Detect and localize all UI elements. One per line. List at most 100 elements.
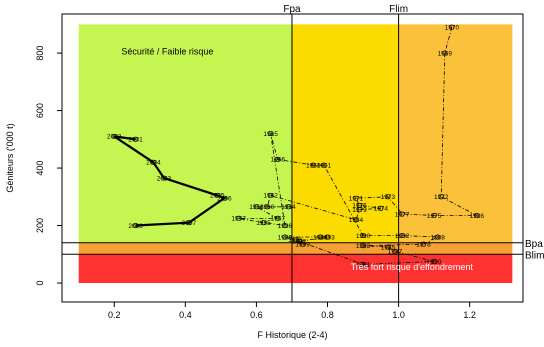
point-label-2007: 2007 (182, 220, 197, 227)
point-label-2001: 2001 (128, 137, 143, 144)
point-2007 (186, 220, 192, 226)
point-label-2008: 2008 (128, 223, 143, 230)
blim-label: Blim (525, 250, 544, 261)
point-2003 (161, 175, 167, 181)
point-label-2003: 2003 (157, 175, 172, 182)
point-2008 (133, 222, 139, 229)
point-label-1997: 1997 (231, 216, 246, 223)
point-1988 (435, 234, 441, 240)
point-label-2004: 2004 (146, 160, 161, 167)
zone-layer (78, 24, 513, 284)
y-axis-title: Géniteurs ('000 t) (5, 123, 15, 192)
point-label-1978: 1978 (416, 242, 431, 249)
x-tick-label: 1.2 (463, 310, 476, 320)
point-1999 (300, 241, 306, 247)
point-label-1974: 1974 (374, 206, 389, 213)
point-1971 (353, 195, 359, 201)
point-label-1992: 1992 (292, 239, 307, 246)
point-label-1971: 1971 (349, 196, 364, 203)
point-label-1980: 1980 (356, 233, 371, 240)
point-label-1972: 1972 (434, 194, 449, 201)
point-label-2005: 2005 (210, 193, 225, 200)
point-label-1987: 1987 (388, 249, 403, 256)
point-label-1969: 1969 (438, 50, 453, 57)
point-1997 (236, 215, 242, 221)
point-1963 (310, 162, 316, 168)
point-label-1964: 1964 (281, 204, 296, 211)
point-label-1989: 1989 (278, 234, 293, 241)
x-tick-label: 0.8 (321, 310, 334, 320)
point-2005 (214, 192, 220, 198)
point-2002 (111, 133, 117, 139)
point-label-1988: 1988 (430, 234, 445, 241)
high-risk-zone (398, 24, 513, 243)
point-label-1999: 1999 (295, 242, 310, 249)
point-1987 (392, 248, 398, 254)
flim-label: Flim (389, 4, 408, 15)
point-1977 (399, 211, 405, 217)
point-1990 (431, 258, 437, 265)
point-label-1977: 1977 (395, 211, 410, 218)
point-label-2006: 2006 (217, 196, 232, 203)
y-tick-label: 600 (35, 103, 45, 118)
point-1998 (292, 237, 299, 243)
fpa-label: Fpa (283, 4, 301, 15)
bpa-label: Bpa (525, 239, 543, 250)
y-tick-label: 800 (35, 46, 45, 61)
point-1979 (356, 207, 363, 213)
x-axis-title: F Historique (2-4) (257, 330, 327, 340)
point-label-1998: 1998 (288, 237, 303, 244)
point-1986 (474, 212, 480, 219)
point-1982 (399, 233, 405, 239)
point-label-1963: 1963 (306, 162, 321, 169)
point-1983 (360, 243, 366, 249)
point-2001 (133, 136, 139, 142)
point-label-1973: 1973 (381, 194, 396, 201)
point-label-1991: 1991 (356, 262, 371, 269)
point-1994 (317, 234, 323, 240)
point-1980 (360, 233, 366, 239)
point-1962 (268, 192, 274, 198)
point-label-1966: 1966 (271, 157, 286, 164)
point-label-1985: 1985 (381, 244, 396, 251)
point-label-1986: 1986 (470, 213, 485, 220)
point-label-1967: 1967 (271, 216, 286, 223)
point-1993 (324, 234, 331, 240)
point-1964 (285, 204, 291, 210)
point-label-1976: 1976 (352, 203, 367, 210)
point-1996 (282, 222, 288, 229)
point-label-1994: 1994 (313, 234, 328, 241)
safe-zone (78, 24, 292, 243)
point-1995 (260, 220, 267, 226)
point-label-1968: 1968 (249, 204, 264, 211)
y-tick-label: 200 (35, 218, 45, 233)
safe-zone-label: Sécurité / Faible risque (121, 47, 213, 57)
point-label-1995: 1995 (256, 220, 271, 227)
x-tick-label: 0.2 (108, 310, 121, 320)
series-2-path (113, 135, 227, 227)
point-label-1984: 1984 (349, 217, 364, 224)
point-1989 (282, 234, 288, 240)
y-tick-label: 0 (35, 281, 45, 286)
point-1965 (268, 131, 274, 137)
point-1985 (385, 244, 391, 250)
point-1974 (378, 205, 384, 211)
point-1960 (264, 204, 270, 210)
point-label-1982: 1982 (395, 233, 410, 240)
point-1970 (449, 24, 455, 30)
point-1966 (275, 156, 281, 162)
point-label-1970: 1970 (445, 25, 460, 32)
point-label-1979: 1979 (352, 207, 367, 214)
plot-frame (61, 13, 524, 303)
series-1-path (238, 27, 477, 265)
point-label-1990: 1990 (427, 259, 442, 266)
x-tick-label: 1.0 (392, 310, 405, 320)
point-1984 (353, 217, 359, 223)
point-1961 (321, 162, 327, 168)
point-label-1960: 1960 (260, 204, 275, 211)
point-label-1996: 1996 (278, 223, 293, 230)
point-label-1961: 1961 (317, 162, 332, 169)
point-1972 (438, 194, 444, 200)
point-label-1962: 1962 (263, 193, 278, 200)
